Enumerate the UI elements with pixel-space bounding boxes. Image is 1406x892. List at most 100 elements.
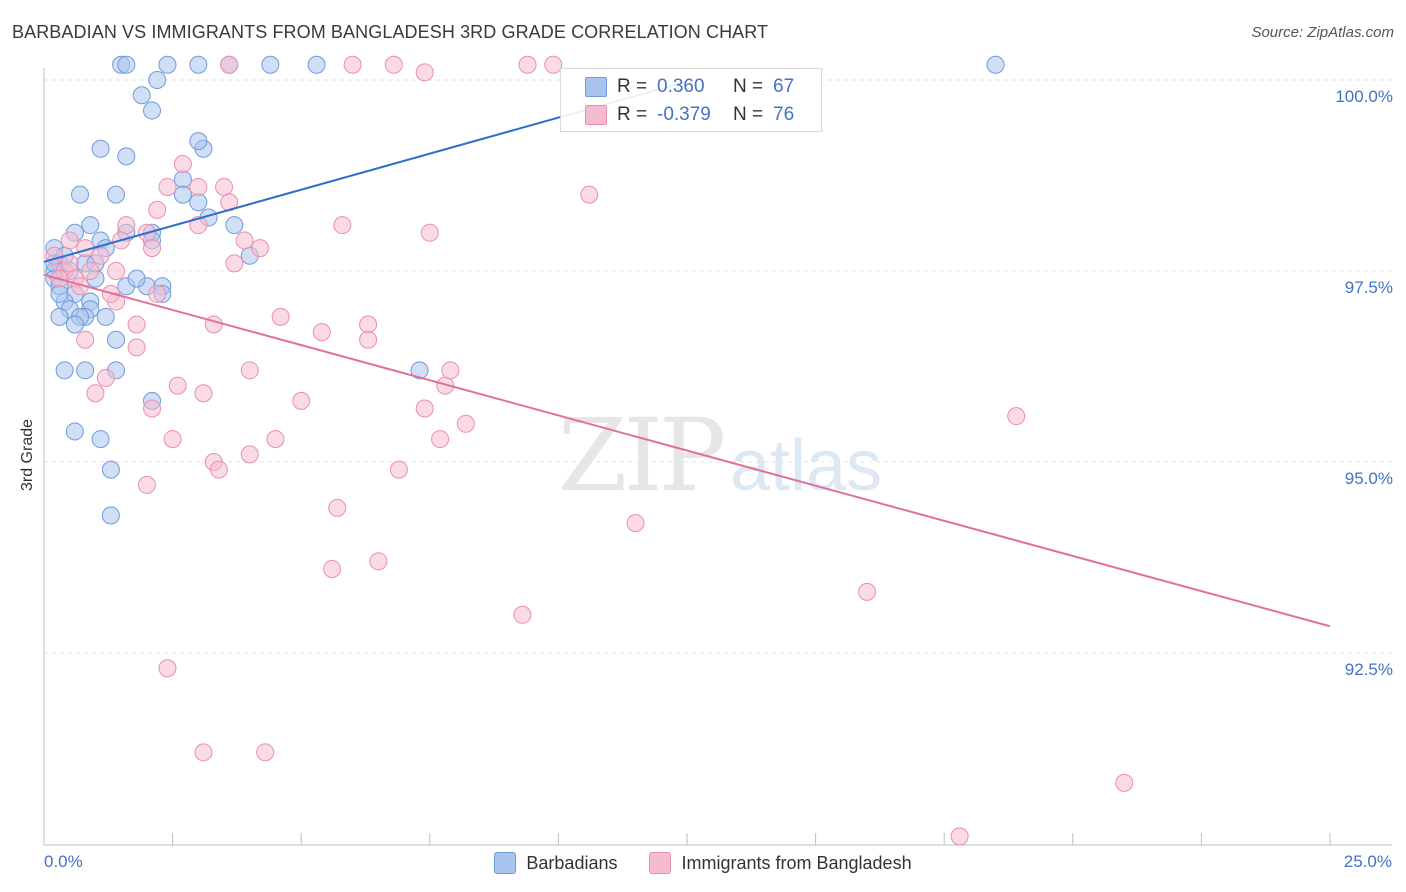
point-barbadians	[91, 430, 110, 449]
point-barbadians	[50, 284, 69, 303]
point-bangladesh	[323, 559, 342, 578]
point-bangladesh	[137, 475, 156, 494]
point-barbadians	[65, 422, 84, 441]
source-label: Source: ZipAtlas.com	[1251, 24, 1394, 41]
point-bangladesh	[513, 605, 532, 624]
point-barbadians	[107, 185, 126, 204]
point-bangladesh	[420, 223, 439, 242]
point-bangladesh	[86, 384, 105, 403]
point-bangladesh	[312, 323, 331, 342]
point-bangladesh	[76, 330, 95, 349]
point-barbadians	[117, 147, 136, 166]
point-barbadians	[189, 193, 208, 212]
point-barbadians	[81, 216, 100, 235]
point-bangladesh	[220, 55, 239, 74]
point-bangladesh	[328, 498, 347, 517]
stats-legend-row-barbadians: R = 0.360 N = 67	[561, 73, 794, 101]
legend-swatch-pink	[585, 105, 607, 125]
point-bangladesh	[143, 239, 162, 258]
point-bangladesh	[143, 399, 162, 418]
point-bangladesh	[168, 376, 187, 395]
point-bangladesh	[858, 582, 877, 601]
point-barbadians	[117, 55, 136, 74]
point-bangladesh	[384, 55, 403, 74]
point-barbadians	[189, 132, 208, 151]
y-tick-label: 97.5%	[1345, 278, 1393, 297]
n-label: N =	[733, 76, 764, 97]
point-bangladesh	[359, 315, 378, 334]
point-bangladesh	[204, 315, 223, 334]
point-bangladesh	[117, 216, 136, 235]
n-label: N =	[733, 104, 764, 125]
point-bangladesh	[158, 659, 177, 678]
point-bangladesh	[148, 200, 167, 219]
stats-legend-row-bangladesh: R = -0.379 N = 76	[561, 101, 794, 129]
point-bangladesh	[194, 743, 213, 762]
point-bangladesh	[91, 246, 110, 265]
y-tick-labels: 100.0% 97.5% 95.0% 92.5%	[1335, 87, 1393, 679]
point-barbadians	[410, 361, 429, 380]
point-bangladesh	[369, 552, 388, 571]
point-barbadians	[65, 315, 84, 334]
point-bangladesh	[189, 177, 208, 196]
point-bangladesh	[1007, 407, 1026, 426]
trendline-bangladesh	[43, 273, 1331, 628]
point-bangladesh	[518, 55, 537, 74]
point-barbadians	[127, 269, 146, 288]
points-layer	[45, 55, 1134, 846]
point-bangladesh	[127, 338, 146, 357]
point-bangladesh	[580, 185, 599, 204]
n-value: 67	[773, 76, 795, 97]
point-barbadians	[96, 307, 115, 326]
point-bangladesh	[173, 155, 192, 174]
point-bangladesh	[333, 216, 352, 235]
point-bangladesh	[158, 177, 177, 196]
point-bangladesh	[431, 430, 450, 449]
point-barbadians	[173, 185, 192, 204]
r-label: R =	[617, 76, 648, 97]
point-bangladesh	[292, 391, 311, 410]
point-bangladesh	[194, 384, 213, 403]
point-bangladesh	[389, 460, 408, 479]
point-bangladesh	[266, 430, 285, 449]
point-barbadians	[189, 55, 208, 74]
point-bangladesh	[456, 414, 475, 433]
trend-layer	[43, 80, 1331, 628]
point-barbadians	[76, 361, 95, 380]
axis-layer	[43, 68, 1392, 846]
point-bangladesh	[626, 514, 645, 533]
legend-swatch-blue	[585, 77, 607, 97]
point-barbadians	[107, 330, 126, 349]
point-bangladesh	[251, 239, 270, 258]
series-legend: Barbadians Immigrants from Bangladesh	[0, 852, 1406, 874]
point-barbadians	[986, 55, 1005, 74]
point-barbadians	[261, 55, 280, 74]
point-barbadians	[143, 101, 162, 120]
point-bangladesh	[235, 231, 254, 250]
point-barbadians	[50, 307, 69, 326]
legend-label: Immigrants from Bangladesh	[681, 852, 912, 873]
legend-label: Barbadians	[526, 852, 618, 873]
point-barbadians	[91, 139, 110, 158]
watermark-zip: ZIP	[558, 397, 723, 514]
r-value: -0.379	[657, 104, 711, 125]
point-bangladesh	[96, 368, 115, 387]
point-bangladesh	[359, 330, 378, 349]
point-barbadians	[158, 55, 177, 74]
point-bangladesh	[415, 63, 434, 82]
point-bangladesh	[240, 361, 259, 380]
stats-legend: R = 0.360 N = 67 R = -0.379 N = 76	[560, 68, 822, 132]
y-tick-label: 100.0%	[1335, 87, 1393, 106]
legend-swatch-blue	[494, 852, 517, 874]
point-bangladesh	[343, 55, 362, 74]
x-tick-label-max: 25.0%	[1343, 852, 1392, 871]
point-bangladesh	[60, 254, 79, 273]
x-tick-label-min: 0.0%	[44, 852, 83, 871]
point-barbadians	[148, 71, 167, 89]
legend-item-bangladesh: Immigrants from Bangladesh	[649, 852, 912, 874]
watermark-atlas: atlas	[730, 426, 882, 506]
point-barbadians	[225, 216, 244, 235]
y-tick-label: 95.0%	[1345, 469, 1393, 488]
point-bangladesh	[271, 307, 290, 326]
